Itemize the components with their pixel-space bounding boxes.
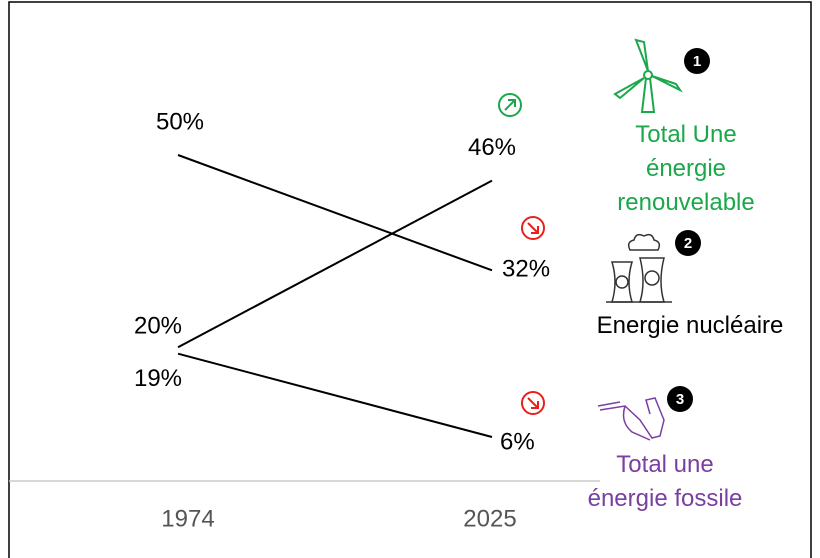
series-name-line: énergie fossile bbox=[588, 485, 743, 512]
trend-circle bbox=[521, 391, 545, 415]
trend-arrow bbox=[498, 93, 522, 117]
trend-arrow-path bbox=[527, 397, 539, 409]
nuclear-plant-icon bbox=[606, 233, 672, 303]
frame bbox=[8, 1, 812, 558]
series-name: Total Une énergie renouvelable bbox=[617, 121, 754, 216]
x-tick-label: 2025 bbox=[463, 505, 516, 532]
value-label: 6% bbox=[500, 428, 535, 455]
series-name-line: Energie nucléaire bbox=[597, 312, 784, 339]
value-label: 50% bbox=[156, 108, 204, 135]
trend-arrow bbox=[521, 216, 545, 240]
series-name: Energie nucléaire bbox=[597, 312, 784, 339]
trend-arrow-path bbox=[527, 222, 539, 234]
slope-line bbox=[177, 352, 493, 438]
series-name-line: énergie bbox=[646, 155, 726, 182]
badge-circle bbox=[684, 48, 710, 74]
trend-arrow-path bbox=[504, 99, 516, 111]
slope-line bbox=[177, 179, 493, 349]
trend-circle bbox=[498, 93, 522, 117]
series-name-line: renouvelable bbox=[617, 189, 754, 216]
fuel-nozzle-icon bbox=[597, 397, 665, 441]
series-name-line: Total une bbox=[616, 451, 713, 478]
slope-line bbox=[177, 154, 493, 272]
trend-circle bbox=[521, 216, 545, 240]
trend-arrow bbox=[521, 391, 545, 415]
badge-circle bbox=[675, 230, 701, 256]
value-label: 19% bbox=[134, 365, 182, 392]
badge-number: 3 bbox=[676, 391, 684, 408]
series-name: Total une énergie fossile bbox=[588, 451, 743, 512]
badge-number: 2 bbox=[684, 235, 692, 252]
value-label: 32% bbox=[502, 256, 550, 283]
badge-number: 1 bbox=[693, 53, 701, 70]
value-label: 20% bbox=[134, 313, 182, 340]
x-tick-label: 1974 bbox=[161, 505, 214, 532]
series-name-line: Total Une bbox=[635, 121, 736, 148]
badge-circle bbox=[667, 386, 693, 412]
wind-turbine-icon bbox=[613, 38, 683, 113]
value-label: 46% bbox=[468, 134, 516, 161]
